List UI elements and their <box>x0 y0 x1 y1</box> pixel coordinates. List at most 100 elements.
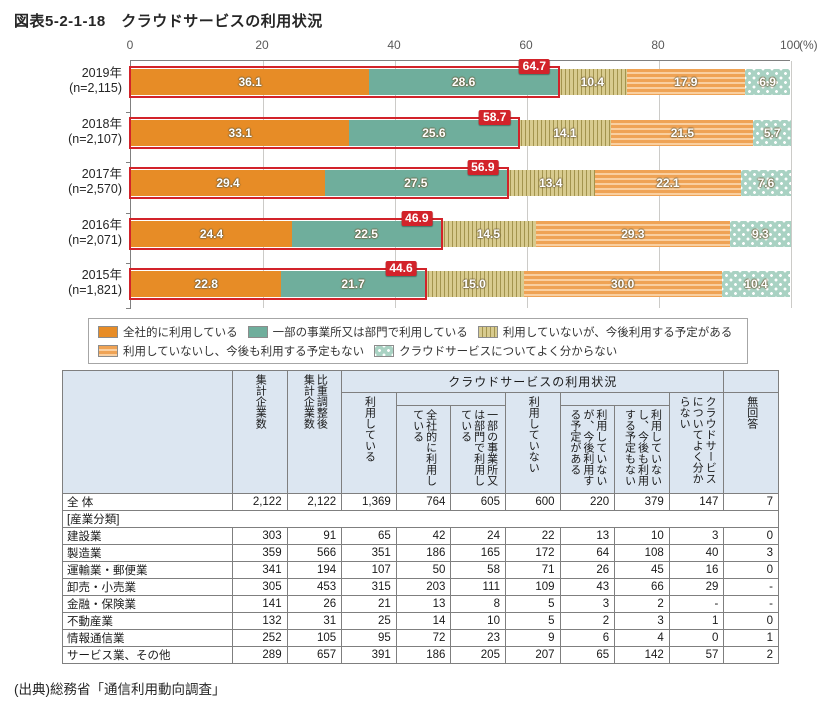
table-header-row-2: 利用している 利用していない クラウドサービス についてよく分か らない 無回答 <box>63 392 779 494</box>
cell-value: - <box>723 578 779 596</box>
cell-value: 29 <box>668 578 725 596</box>
plot-area: 36.1 28.6 10.4 17.9 6.9 64.7 33.1 25.6 14.1 21.5 5… <box>126 59 792 309</box>
bar-segment-value: 22.1 <box>656 176 680 190</box>
cell-value: 3 <box>668 527 725 545</box>
header-noanswer-label: 無回答 <box>745 396 758 429</box>
cell-value: 305 <box>232 578 288 596</box>
bar-row-0: 36.1 28.6 10.4 17.9 6.9 <box>129 66 791 98</box>
cell-value: 26 <box>286 595 343 613</box>
cell-value: 1,369 <box>341 493 397 511</box>
y-axis-label: 2019年 (n=2,115) <box>0 66 122 96</box>
corner-blank <box>62 370 233 494</box>
bar-segment-value: 10.4 <box>744 277 768 291</box>
cell-value: 111 <box>450 578 506 596</box>
cell-value: 7 <box>723 493 779 511</box>
cell-value: 25 <box>341 612 397 630</box>
cell-value: 14 <box>395 612 452 630</box>
cell-value: 6 <box>559 629 616 647</box>
bar-row-1: 33.1 25.6 14.1 21.5 5.7 <box>129 116 791 149</box>
y-axis-year: 2017年 <box>81 167 122 181</box>
cell-value: 207 <box>504 646 561 664</box>
cell-value: 605 <box>450 493 506 511</box>
row-label: 不動産業 <box>62 612 233 630</box>
header-using: 利用している <box>341 392 397 494</box>
row-label: 建設業 <box>62 527 233 545</box>
y-axis-label: 2017年 (n=2,570) <box>0 167 122 197</box>
legend-label: 一部の事業所又は部門で利用している <box>272 326 468 339</box>
cell-value: 1 <box>668 612 725 630</box>
cell-value: 72 <box>395 629 452 647</box>
header-notusing-label: 利用していない <box>527 396 540 473</box>
cell-value: 71 <box>504 561 561 579</box>
cell-value: 186 <box>395 544 452 562</box>
y-axis-tick <box>126 263 131 264</box>
cell-value: 341 <box>232 561 288 579</box>
cell-value: 26 <box>559 561 616 579</box>
legend-item: 利用していないし、今後も利用する予定もない <box>98 343 364 359</box>
cell-value: 0 <box>723 527 779 545</box>
cell-value: 0 <box>723 561 779 579</box>
y-axis-n: (n=2,107) <box>68 131 122 146</box>
legend-item: 一部の事業所又は部門で利用している <box>247 324 468 340</box>
cell-value: 108 <box>614 544 670 562</box>
header-notusing: 利用していない <box>504 392 561 494</box>
legend-swatch <box>98 325 118 338</box>
cell-value: 303 <box>232 527 288 545</box>
total-callout: 46.9 <box>401 210 433 226</box>
y-axis-label: 2018年 (n=2,107) <box>0 117 122 147</box>
y-axis-year: 2016年 <box>81 217 122 232</box>
cell-value: 764 <box>395 493 452 511</box>
cell-value: - <box>668 595 725 613</box>
y-axis-label: 2016年 (n=2,071) <box>0 218 122 248</box>
bar-segment: 5.7 <box>753 119 791 146</box>
bar-segment-value: 21.5 <box>670 125 695 140</box>
header-count: 集計企業数 <box>232 370 288 494</box>
cell-value: 147 <box>668 493 725 511</box>
header-usage-group: クラウドサービスの利用状況 <box>341 370 725 393</box>
y-axis-year: 2019年 <box>81 66 122 80</box>
cell-value: 220 <box>559 493 616 511</box>
cell-value: 107 <box>341 561 397 579</box>
bar-row-2: 29.4 27.5 13.4 22.1 7.6 <box>129 167 791 199</box>
bar-segment-value: 33.1 <box>228 125 252 140</box>
cell-value: 205 <box>450 646 506 664</box>
row-label: 情報通信業 <box>62 629 233 647</box>
table-row: 金融・保険業 141 26 21 13 8 5 3 2- - <box>62 595 779 613</box>
bar-segment: 10.4 <box>558 69 627 95</box>
cell-value: 5 <box>504 612 561 630</box>
y-axis-n: (n=1,821) <box>68 283 122 297</box>
table-section-row: [産業分類] <box>62 510 779 528</box>
cell-value: 9 <box>504 629 561 647</box>
legend-item: 利用していないが、今後利用する予定がある <box>477 324 732 340</box>
header-noanswer: 無回答 <box>723 392 779 494</box>
cell-value: 2 <box>614 595 670 613</box>
bar-segment-value: 13.4 <box>539 176 563 190</box>
cell-value: 43 <box>559 578 616 596</box>
bar-segment-value: 14.5 <box>476 226 501 241</box>
table-row-total: 全 体 2,122 2,122 1,369 764 605 600 220 379 147 7 <box>62 493 779 511</box>
cell-value: 24 <box>450 527 506 545</box>
x-axis-tick-label: 100 <box>779 38 801 52</box>
cell-value: 4 <box>614 629 670 647</box>
cell-value: 2 <box>559 612 616 630</box>
bar-segment: 24.4 <box>131 220 293 247</box>
header-using-part: 一部の事業所又 は部門で利用し ている <box>450 405 506 494</box>
cell-value: 172 <box>504 544 561 562</box>
bar-row-4: 22.8 21.7 15.0 30.0 10.4 <box>129 268 791 300</box>
cell-value: 10 <box>450 612 506 630</box>
bar-segment-value: 25.6 <box>422 125 446 140</box>
cell-value: 58 <box>450 561 506 579</box>
cell-value: 10 <box>614 527 670 545</box>
x-axis-tick-label: 60 <box>519 38 533 52</box>
x-axis-tick-label: 20 <box>255 38 269 52</box>
y-axis-year: 2015年 <box>81 268 122 282</box>
total-callout: 44.6 <box>385 261 417 276</box>
cell-value: 165 <box>450 544 506 562</box>
cell-value: 65 <box>559 646 616 664</box>
cell-value: 3 <box>723 544 779 562</box>
legend-row: 利用していないし、今後も利用する予定もない クラウドサービスについてよく分からない <box>98 341 738 360</box>
cell-value: 657 <box>286 646 343 664</box>
bar-segment-value: 27.5 <box>404 176 428 190</box>
table-row: 不動産業 132 31 25 14 10 5 2 3 1 0 <box>62 612 779 630</box>
cell-value: 566 <box>286 544 343 562</box>
